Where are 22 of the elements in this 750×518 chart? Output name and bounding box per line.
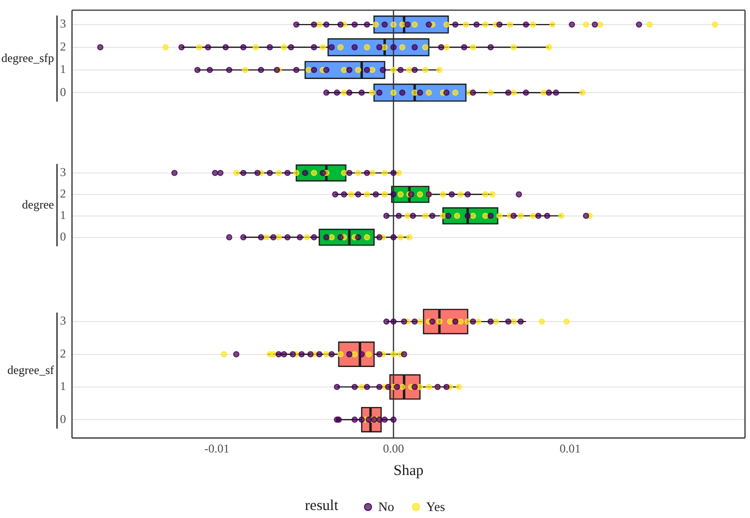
legend-label: Yes <box>425 498 446 514</box>
y-tick-label: 0 <box>60 229 66 244</box>
y-tick-label: 0 <box>60 84 66 99</box>
legend-label: No <box>377 498 394 514</box>
y-tick-label: 2 <box>60 346 66 360</box>
y-tick-label: 2 <box>60 39 66 54</box>
y-tick-label: 0 <box>60 412 66 426</box>
legend-title: result <box>304 498 338 515</box>
x-tick-label: 0.00 <box>382 441 404 456</box>
y-tick-label: 1 <box>60 62 66 76</box>
y-axis-title: degree <box>22 197 54 212</box>
x-tick-label: 0.01 <box>560 441 581 456</box>
y-tick-label: 3 <box>60 16 66 31</box>
y-axis-title: degree_sf <box>7 362 54 377</box>
y-tick-label: 1 <box>60 379 66 394</box>
y-tick-label: 2 <box>60 186 66 201</box>
x-axis-title: Shap <box>394 462 424 479</box>
y-tick-label: 1 <box>60 208 66 222</box>
x-tick-label: -0.01 <box>204 441 230 456</box>
y-tick-label: 3 <box>60 314 66 328</box>
y-tick-label: 3 <box>60 165 66 180</box>
y-axis-title: degree_sfp <box>1 50 54 65</box>
